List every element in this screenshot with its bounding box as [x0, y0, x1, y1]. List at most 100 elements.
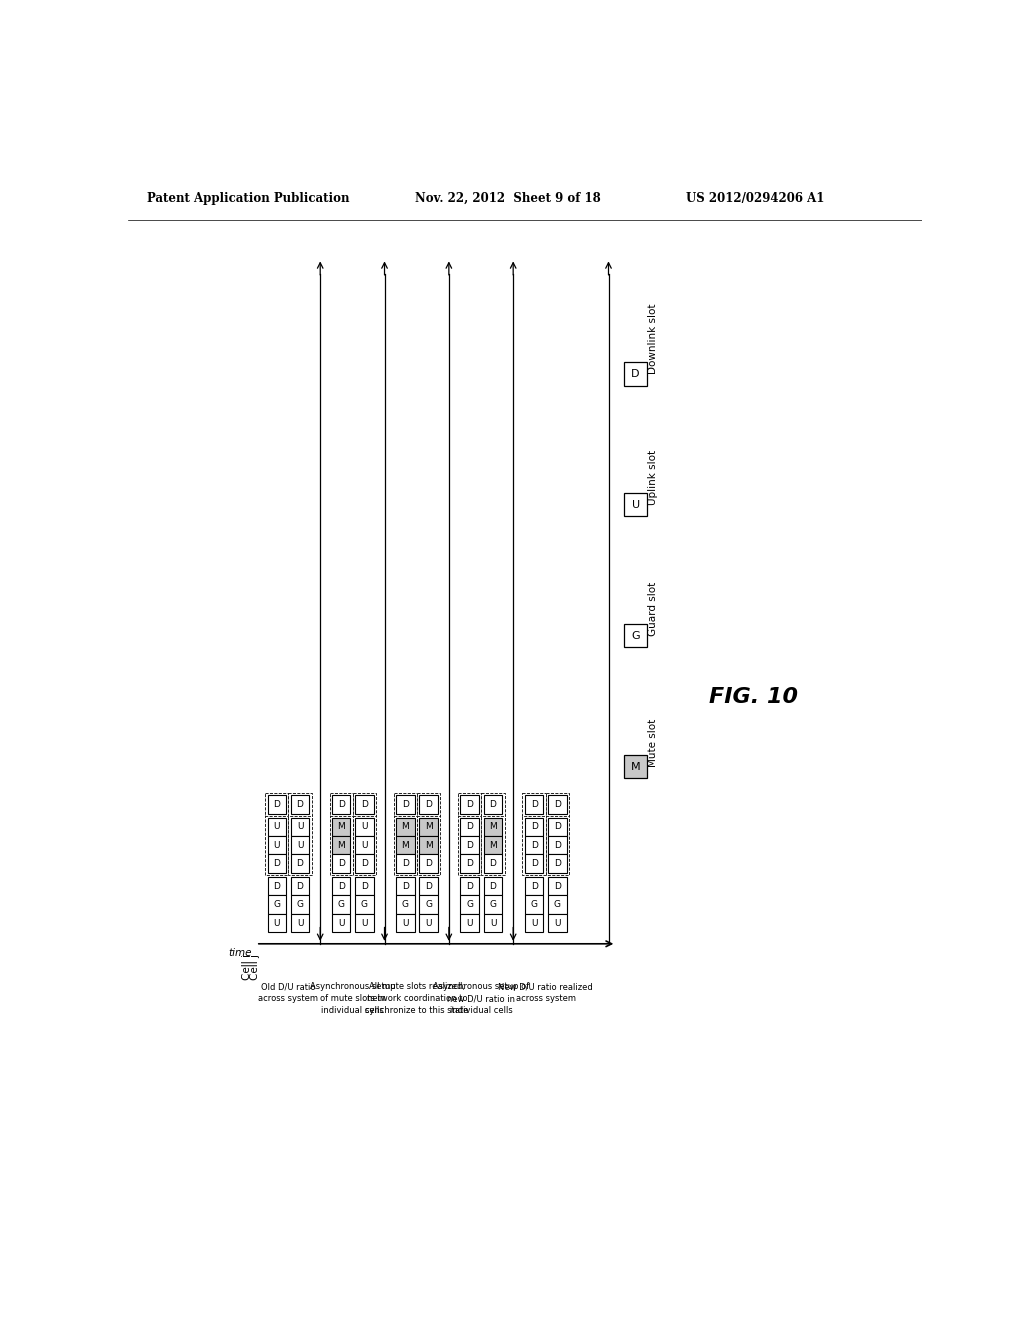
- Text: M: M: [401, 841, 410, 850]
- Text: D: D: [530, 800, 538, 809]
- Bar: [420, 795, 438, 813]
- Text: Mute slot: Mute slot: [648, 718, 658, 767]
- Bar: [548, 913, 566, 932]
- Text: D: D: [554, 882, 561, 891]
- Bar: [420, 854, 438, 873]
- Bar: [524, 854, 544, 873]
- Bar: [291, 913, 309, 932]
- Text: Asynchronous setup of
new D/U ratio in
individual cells: Asynchronous setup of new D/U ratio in i…: [433, 982, 529, 1015]
- Bar: [548, 836, 566, 854]
- Bar: [291, 876, 309, 895]
- Bar: [483, 876, 503, 895]
- Bar: [267, 817, 286, 836]
- Bar: [355, 836, 374, 854]
- Text: G: G: [360, 900, 368, 909]
- Bar: [524, 876, 544, 895]
- Bar: [267, 895, 286, 913]
- Bar: [461, 795, 479, 813]
- Text: D: D: [530, 822, 538, 832]
- Bar: [524, 795, 544, 813]
- Text: D: D: [489, 859, 497, 869]
- Text: D: D: [466, 800, 473, 809]
- Bar: [420, 895, 438, 913]
- Bar: [267, 836, 286, 854]
- Text: D: D: [466, 841, 473, 850]
- Text: M: M: [337, 841, 345, 850]
- Text: G: G: [554, 900, 561, 909]
- Text: D: D: [297, 859, 303, 869]
- Text: G: G: [466, 900, 473, 909]
- Text: D: D: [530, 841, 538, 850]
- Bar: [461, 854, 479, 873]
- Bar: [420, 876, 438, 895]
- Bar: [267, 876, 286, 895]
- Text: D: D: [273, 800, 281, 809]
- Text: G: G: [489, 900, 497, 909]
- Bar: [265, 816, 289, 875]
- Bar: [458, 793, 481, 816]
- Text: U: U: [361, 822, 368, 832]
- Bar: [483, 854, 503, 873]
- Bar: [548, 795, 566, 813]
- Bar: [524, 913, 544, 932]
- Text: D: D: [297, 882, 303, 891]
- Text: D: D: [402, 859, 409, 869]
- Bar: [332, 836, 350, 854]
- Text: Cell j: Cell j: [250, 954, 260, 979]
- Bar: [483, 913, 503, 932]
- Bar: [461, 876, 479, 895]
- Bar: [291, 895, 309, 913]
- Text: D: D: [402, 800, 409, 809]
- Text: G: G: [338, 900, 345, 909]
- Text: M: M: [425, 841, 432, 850]
- Bar: [394, 793, 417, 816]
- Bar: [289, 816, 311, 875]
- Text: D: D: [273, 859, 281, 869]
- Text: M: M: [631, 762, 640, 772]
- Bar: [483, 795, 503, 813]
- Text: U: U: [361, 841, 368, 850]
- Text: D: D: [360, 800, 368, 809]
- Text: U: U: [273, 822, 280, 832]
- Text: Uplink slot: Uplink slot: [648, 450, 658, 506]
- Bar: [624, 755, 647, 779]
- Bar: [291, 795, 309, 813]
- Text: M: M: [401, 822, 410, 832]
- Bar: [420, 836, 438, 854]
- Bar: [396, 913, 415, 932]
- Bar: [332, 854, 350, 873]
- Bar: [624, 624, 647, 647]
- Bar: [548, 817, 566, 836]
- Text: G: G: [402, 900, 409, 909]
- Text: FIG. 10: FIG. 10: [710, 688, 799, 708]
- Text: G: G: [632, 631, 640, 640]
- Bar: [355, 895, 374, 913]
- Bar: [355, 795, 374, 813]
- Text: U: U: [467, 919, 473, 928]
- Text: U: U: [530, 919, 538, 928]
- Bar: [355, 913, 374, 932]
- Text: U: U: [554, 919, 560, 928]
- Text: Downlink slot: Downlink slot: [648, 304, 658, 374]
- Text: D: D: [530, 882, 538, 891]
- Bar: [289, 793, 311, 816]
- Text: D: D: [273, 882, 281, 891]
- Text: D: D: [338, 800, 344, 809]
- Text: M: M: [425, 822, 432, 832]
- Text: US 2012/0294206 A1: US 2012/0294206 A1: [686, 191, 824, 205]
- Text: D: D: [530, 859, 538, 869]
- Bar: [396, 876, 415, 895]
- Bar: [546, 816, 569, 875]
- Bar: [291, 836, 309, 854]
- Text: D: D: [425, 800, 432, 809]
- Bar: [332, 876, 350, 895]
- Bar: [524, 836, 544, 854]
- Text: U: U: [297, 919, 303, 928]
- Text: time: time: [228, 948, 252, 957]
- Bar: [546, 793, 569, 816]
- Bar: [522, 793, 546, 816]
- Bar: [396, 817, 415, 836]
- Text: U: U: [361, 919, 368, 928]
- Text: D: D: [425, 859, 432, 869]
- Bar: [291, 854, 309, 873]
